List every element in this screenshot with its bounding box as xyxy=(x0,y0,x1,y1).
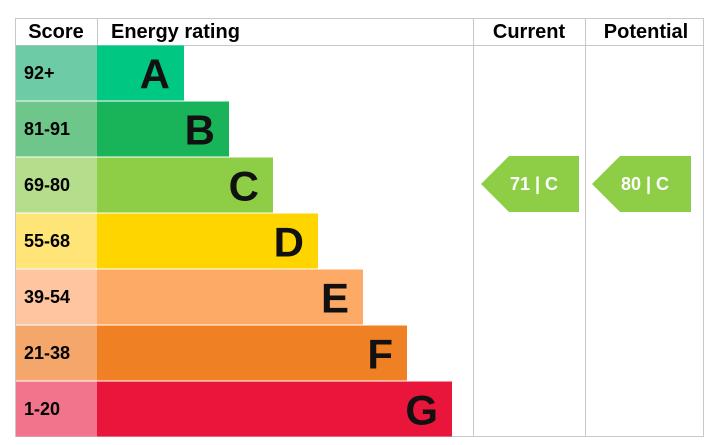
header-rating: Energy rating xyxy=(111,21,240,43)
band-bar xyxy=(97,381,452,437)
score-cell xyxy=(16,269,97,325)
score-cell xyxy=(16,381,97,437)
band-bar xyxy=(97,269,363,325)
band-letter: F xyxy=(367,331,393,378)
score-label: 55-68 xyxy=(24,231,70,251)
score-cell xyxy=(16,157,97,213)
band-letter: A xyxy=(140,51,170,98)
current-arrow xyxy=(481,156,579,212)
score-label: 92+ xyxy=(24,63,55,83)
score-label: 69-80 xyxy=(24,175,70,195)
potential-arrow xyxy=(592,156,691,212)
score-cell xyxy=(16,101,97,157)
band-bar xyxy=(97,45,184,101)
header-potential: Potential xyxy=(604,21,688,43)
rows: 92+ A 81-91 B 69-80 C 55-68 D 39-54 E 21-38 F 1-20 G xyxy=(16,45,452,437)
score-label: 21-38 xyxy=(24,343,70,363)
band-letter: B xyxy=(185,107,215,154)
header-score: Score xyxy=(28,21,84,43)
score-cell xyxy=(16,213,97,269)
score-label: 39-54 xyxy=(24,287,70,307)
score-label: 1-20 xyxy=(24,399,60,419)
band-letter: C xyxy=(229,163,259,210)
band-bar xyxy=(97,213,318,269)
band-bar xyxy=(97,101,229,157)
score-cell xyxy=(16,325,97,381)
band-bar xyxy=(97,325,407,381)
score-label: 81-91 xyxy=(24,119,70,139)
band-letter: G xyxy=(405,387,438,434)
score-cell xyxy=(16,45,97,101)
band-letter: E xyxy=(321,275,349,322)
band-bar xyxy=(97,157,273,213)
potential-label: 80 | C xyxy=(621,174,669,194)
header-current: Current xyxy=(493,21,566,43)
current-label: 71 | C xyxy=(510,174,558,194)
band-letter: D xyxy=(274,219,304,266)
